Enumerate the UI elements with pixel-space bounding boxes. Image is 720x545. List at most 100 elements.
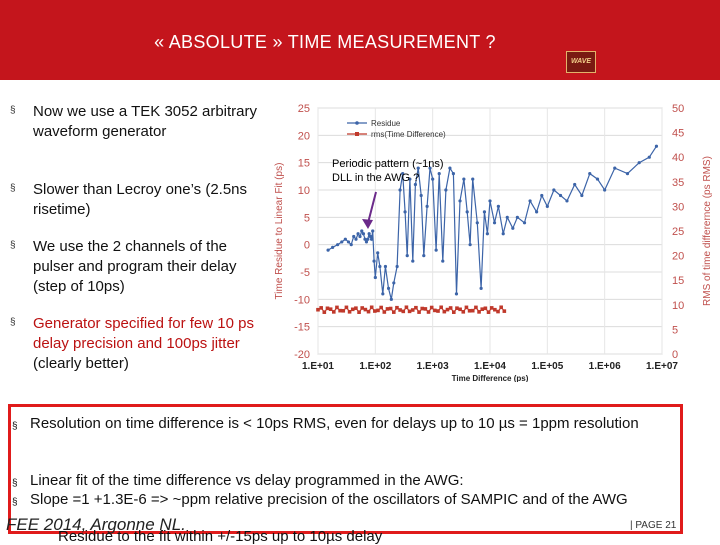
y-tick-label: -5 bbox=[300, 267, 310, 279]
rms-point bbox=[363, 307, 368, 312]
rms-point bbox=[433, 308, 437, 313]
residue-point bbox=[558, 193, 563, 198]
residue-point bbox=[364, 240, 369, 244]
residue-point bbox=[411, 259, 415, 263]
y2-tick-label: 40 bbox=[672, 152, 684, 164]
rms-point bbox=[388, 306, 393, 311]
bullet-icon: § bbox=[10, 105, 16, 116]
rms-point bbox=[385, 307, 390, 311]
highlight-box bbox=[8, 404, 683, 534]
rms-point bbox=[420, 306, 425, 311]
residue-point bbox=[352, 234, 356, 239]
residue-point bbox=[492, 221, 497, 225]
residue-point bbox=[444, 188, 448, 192]
residue-point bbox=[425, 204, 429, 208]
y-tick-label: -20 bbox=[294, 349, 310, 361]
rms-point bbox=[325, 306, 330, 311]
residue-point bbox=[371, 229, 375, 233]
residue-point bbox=[363, 237, 367, 241]
residue-point bbox=[336, 243, 340, 247]
y-tick-label: 20 bbox=[298, 130, 310, 142]
residue-point bbox=[488, 199, 492, 203]
rms-point bbox=[455, 306, 459, 310]
residue-point bbox=[637, 161, 641, 165]
residue-point bbox=[428, 166, 432, 170]
rms-point bbox=[493, 307, 497, 312]
residue-point bbox=[408, 177, 412, 181]
residue-point bbox=[367, 232, 371, 236]
rms-point bbox=[436, 309, 440, 313]
rms-point bbox=[442, 309, 447, 314]
rms-point bbox=[357, 310, 361, 314]
rms-point bbox=[354, 306, 358, 310]
bullet-icon: § bbox=[10, 240, 16, 251]
residue-point bbox=[485, 232, 489, 236]
residue-point bbox=[416, 166, 420, 170]
residue-point bbox=[395, 264, 399, 269]
rms-point bbox=[404, 305, 409, 310]
rms-point bbox=[341, 308, 346, 313]
rms-point bbox=[467, 308, 472, 313]
rms-point bbox=[322, 310, 327, 314]
residue-point bbox=[511, 226, 515, 230]
residue-point bbox=[343, 237, 347, 241]
x-tick-label: 1.E+05 bbox=[531, 361, 563, 372]
residue-point bbox=[475, 221, 479, 225]
residue-point bbox=[625, 172, 630, 176]
residue-point bbox=[515, 215, 519, 219]
rms-point bbox=[499, 305, 503, 310]
rms-point bbox=[426, 310, 431, 314]
y2-tick-label: 30 bbox=[672, 201, 684, 213]
residue-chart: 2520151050-5-10-15-205045403530252015105… bbox=[274, 103, 713, 382]
x-tick-label: 1.E+01 bbox=[302, 361, 334, 372]
bullet-text: Slower than Lecroy one’s (2.5ns risetime… bbox=[33, 181, 248, 218]
y2-tick-label: 5 bbox=[672, 324, 678, 336]
y2-tick-label: 15 bbox=[672, 275, 684, 287]
lower-bullet: § Slope =1 +1.3E-6 => ~ppm relative prec… bbox=[12, 490, 680, 510]
legend-residue-marker bbox=[355, 121, 359, 125]
residue-point bbox=[431, 177, 435, 181]
legend-rms-marker bbox=[355, 132, 359, 136]
rms-point bbox=[502, 309, 507, 313]
rms-point bbox=[316, 307, 320, 312]
rms-point bbox=[480, 307, 485, 311]
rms-point bbox=[369, 305, 374, 310]
chart-annotation: Periodic pattern (~1ns) DLL in the AWG ? bbox=[332, 157, 444, 185]
x-tick-label: 1.E+03 bbox=[417, 361, 449, 372]
residue-point bbox=[468, 243, 472, 247]
residue-point bbox=[454, 292, 459, 296]
rms-point bbox=[347, 310, 352, 314]
residue-point bbox=[361, 232, 366, 236]
residue-point bbox=[545, 204, 549, 208]
bullet-icon: § bbox=[12, 497, 18, 508]
residue-point bbox=[580, 193, 584, 198]
residue-point bbox=[573, 182, 577, 187]
residue-point bbox=[346, 240, 351, 244]
rms-point bbox=[452, 310, 456, 314]
residue-point bbox=[401, 172, 405, 176]
x-axis-label: Time Difference (ps) bbox=[452, 374, 529, 382]
residue-point bbox=[381, 292, 385, 296]
y-tick-label: 25 bbox=[298, 103, 310, 115]
rms-point bbox=[407, 309, 412, 314]
y2-tick-label: 20 bbox=[672, 251, 684, 263]
rms-point bbox=[470, 308, 475, 313]
bullet-text: Now we use a TEK 3052 arbitrary waveform… bbox=[33, 103, 257, 140]
residue-point bbox=[378, 264, 382, 269]
residue-point bbox=[471, 177, 475, 181]
bullet-text: Generator specified for few 10 ps delay … bbox=[33, 314, 263, 374]
legend-residue-label: Residue bbox=[371, 119, 401, 128]
rms-point bbox=[360, 306, 365, 310]
x-tick-label: 1.E+04 bbox=[474, 361, 506, 372]
wave-logo: WAVE bbox=[566, 51, 596, 73]
residue-point bbox=[565, 199, 569, 203]
lower-bullet: § Resolution on time difference is < 10p… bbox=[12, 414, 680, 434]
bullet-icon: § bbox=[12, 478, 18, 489]
residue-point bbox=[340, 240, 344, 244]
y2-tick-label: 45 bbox=[672, 128, 684, 140]
residue-point bbox=[458, 199, 462, 203]
residue-point bbox=[479, 286, 483, 290]
rms-point bbox=[395, 305, 399, 310]
annotation-line-2: DLL in the AWG ? bbox=[332, 172, 420, 184]
rms-point bbox=[496, 309, 500, 314]
